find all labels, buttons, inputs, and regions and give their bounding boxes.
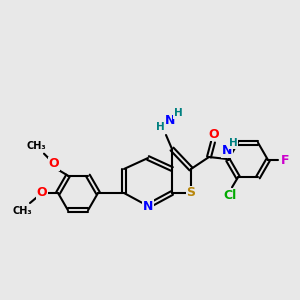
Text: Cl: Cl <box>224 189 237 202</box>
Text: N: N <box>165 115 175 128</box>
Text: H: H <box>229 138 237 148</box>
Text: S: S <box>187 187 196 200</box>
Text: CH₃: CH₃ <box>26 141 46 151</box>
Text: O: O <box>209 128 219 140</box>
Text: H: H <box>174 108 182 118</box>
Text: N: N <box>222 145 232 158</box>
Text: CH₃: CH₃ <box>12 206 32 216</box>
Text: O: O <box>49 157 59 170</box>
Text: H: H <box>156 122 164 132</box>
Text: N: N <box>143 200 153 212</box>
Text: O: O <box>37 187 47 200</box>
Text: F: F <box>281 154 289 166</box>
